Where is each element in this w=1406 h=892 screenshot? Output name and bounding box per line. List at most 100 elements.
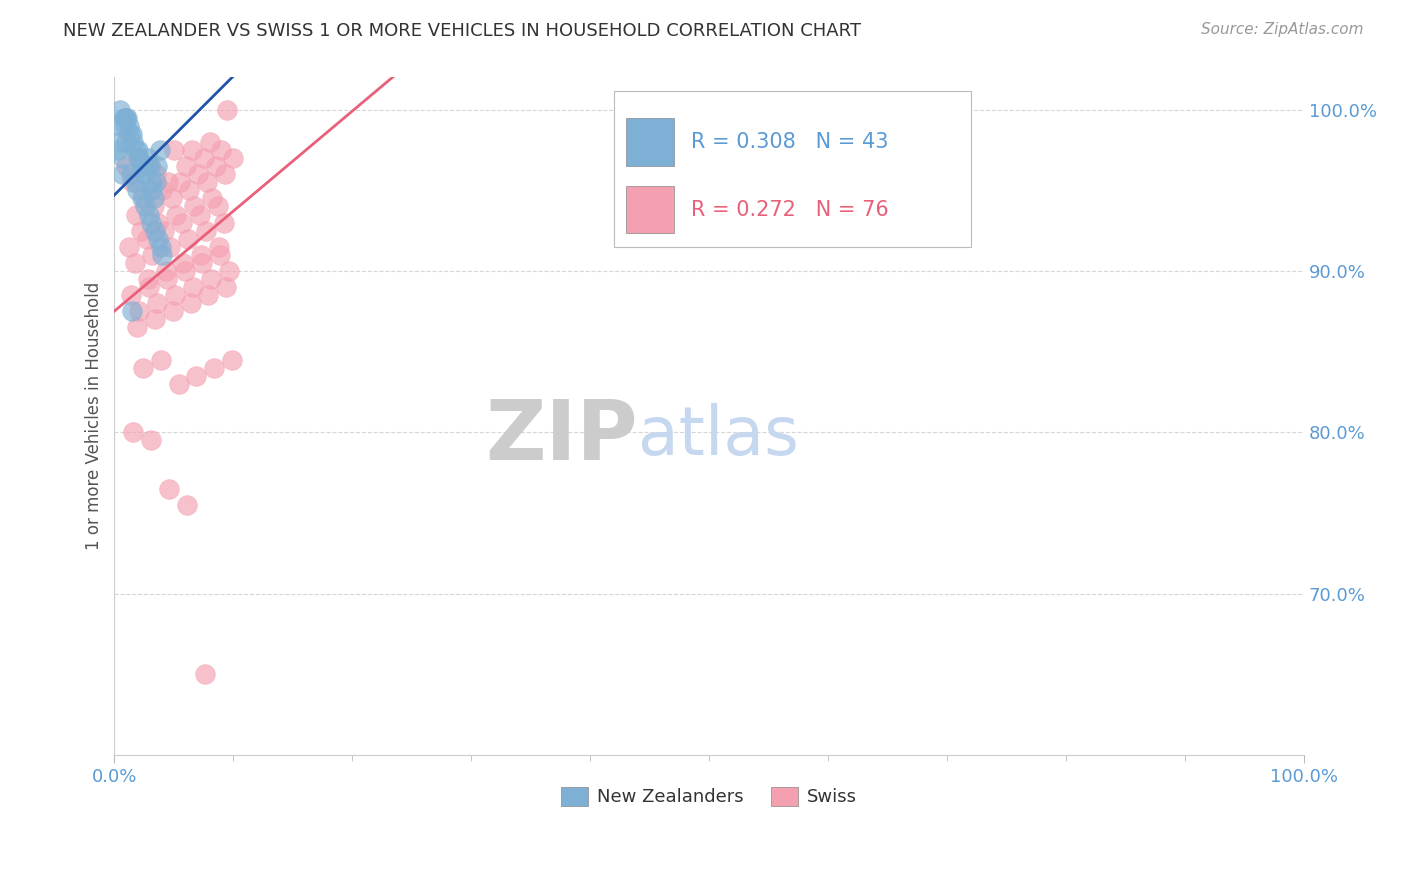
Point — [138, 208, 160, 222]
Point — [121, 304, 143, 318]
Point — [108, 135, 131, 149]
Point — [190, 248, 212, 262]
Point — [115, 135, 138, 149]
Point — [183, 199, 205, 213]
Point — [172, 216, 194, 230]
Point — [141, 175, 163, 189]
Point — [200, 272, 222, 286]
Text: R = 0.272   N = 76: R = 0.272 N = 76 — [692, 200, 889, 219]
Point — [156, 175, 179, 189]
Point — [180, 143, 202, 157]
Point — [141, 183, 163, 197]
Point — [110, 103, 132, 117]
Point — [153, 224, 176, 238]
Point — [114, 111, 136, 125]
Point — [125, 183, 148, 197]
Point — [107, 143, 129, 157]
Point — [162, 304, 184, 318]
Point — [134, 199, 156, 213]
Point — [132, 360, 155, 375]
Point — [209, 248, 232, 262]
FancyBboxPatch shape — [614, 91, 972, 247]
Point — [134, 191, 156, 205]
Point — [193, 151, 215, 165]
Point — [134, 167, 156, 181]
Point — [157, 482, 180, 496]
Point — [136, 272, 159, 286]
Point — [125, 208, 148, 222]
Point — [218, 264, 240, 278]
Point — [145, 167, 167, 181]
Point — [121, 127, 143, 141]
Point — [173, 264, 195, 278]
Point — [127, 143, 149, 157]
Point — [202, 360, 225, 375]
Point — [208, 240, 231, 254]
Point — [128, 304, 150, 318]
Point — [111, 151, 134, 165]
Point — [124, 175, 146, 189]
Point — [141, 216, 163, 230]
Legend: New Zealanders, Swiss: New Zealanders, Swiss — [554, 780, 865, 814]
Point — [222, 151, 245, 165]
Point — [211, 143, 233, 157]
Point — [148, 216, 170, 230]
Point — [132, 159, 155, 173]
Point — [122, 135, 145, 149]
Point — [155, 264, 177, 278]
Point — [114, 119, 136, 133]
Point — [212, 216, 235, 230]
Point — [163, 143, 186, 157]
Point — [129, 224, 152, 238]
Point — [180, 296, 202, 310]
Point — [125, 143, 148, 157]
Point — [138, 280, 160, 294]
Point — [160, 191, 183, 205]
Point — [167, 376, 190, 391]
Text: R = 0.308   N = 43: R = 0.308 N = 43 — [692, 132, 889, 152]
Point — [112, 111, 135, 125]
Point — [207, 199, 229, 213]
Point — [146, 296, 169, 310]
Point — [115, 159, 138, 173]
Point — [187, 167, 209, 181]
Point — [215, 280, 238, 294]
Point — [214, 167, 236, 181]
Point — [176, 498, 198, 512]
Point — [118, 127, 141, 141]
Point — [141, 248, 163, 262]
Point — [172, 256, 194, 270]
Point — [195, 175, 218, 189]
Point — [135, 159, 157, 173]
Point — [136, 151, 159, 165]
Point — [143, 224, 166, 238]
Point — [165, 208, 187, 222]
Point — [143, 312, 166, 326]
Point — [148, 232, 170, 246]
Text: atlas: atlas — [638, 403, 799, 469]
Point — [121, 175, 143, 189]
Point — [125, 320, 148, 334]
Point — [194, 667, 217, 681]
Point — [131, 191, 153, 205]
Point — [120, 167, 142, 181]
Point — [122, 425, 145, 440]
Point — [169, 175, 191, 189]
Text: Source: ZipAtlas.com: Source: ZipAtlas.com — [1201, 22, 1364, 37]
Point — [181, 280, 204, 294]
Point — [110, 119, 132, 133]
Point — [145, 175, 167, 189]
Point — [110, 167, 132, 181]
Point — [150, 183, 173, 197]
Point — [142, 191, 165, 205]
Y-axis label: 1 or more Vehicles in Household: 1 or more Vehicles in Household — [86, 282, 103, 550]
Point — [149, 143, 172, 157]
Point — [197, 288, 219, 302]
Point — [195, 224, 218, 238]
Point — [128, 151, 150, 165]
Point — [174, 159, 197, 173]
Point — [129, 159, 152, 173]
Point — [159, 240, 181, 254]
Point — [217, 103, 239, 117]
Point — [139, 159, 162, 173]
